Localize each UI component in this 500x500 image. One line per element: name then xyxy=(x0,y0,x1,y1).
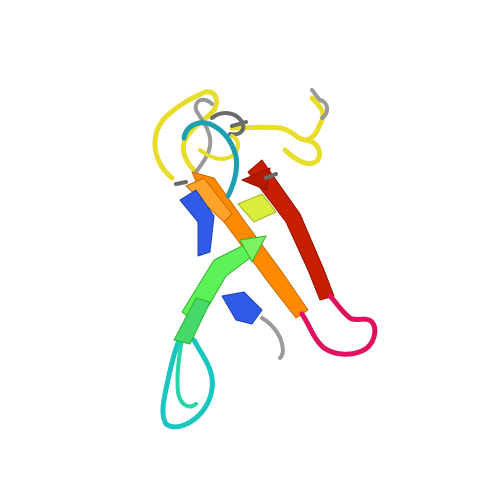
orange-strand-upper xyxy=(185,177,233,223)
blue-beta-strand-lower xyxy=(221,291,263,325)
cyan-inner-strand xyxy=(175,324,198,409)
top-yellow-loop xyxy=(152,89,220,181)
top-grey-loop-left xyxy=(193,97,214,174)
teal-loop-top xyxy=(181,120,239,199)
red-beta-strand xyxy=(247,159,335,301)
grey-sidechain-2 xyxy=(174,180,188,186)
grey-sidechain-1 xyxy=(230,120,248,128)
magenta-loop xyxy=(299,293,378,357)
blue-beta-strand-upper xyxy=(179,189,215,257)
cyan-loop-bottom xyxy=(160,321,215,430)
protein-structure xyxy=(152,88,378,430)
upper-yellow-link xyxy=(198,134,240,161)
grey-sidechain-3 xyxy=(264,172,278,180)
green-beta-strand-2 xyxy=(173,297,211,345)
top-right-yellow-loop xyxy=(229,95,326,143)
green-arrowhead xyxy=(239,235,267,263)
top-right-grey-tail xyxy=(310,88,329,120)
bottom-grey-tail xyxy=(260,316,285,360)
yellow-green-strand xyxy=(237,193,277,223)
right-yellow-connector xyxy=(282,137,322,167)
